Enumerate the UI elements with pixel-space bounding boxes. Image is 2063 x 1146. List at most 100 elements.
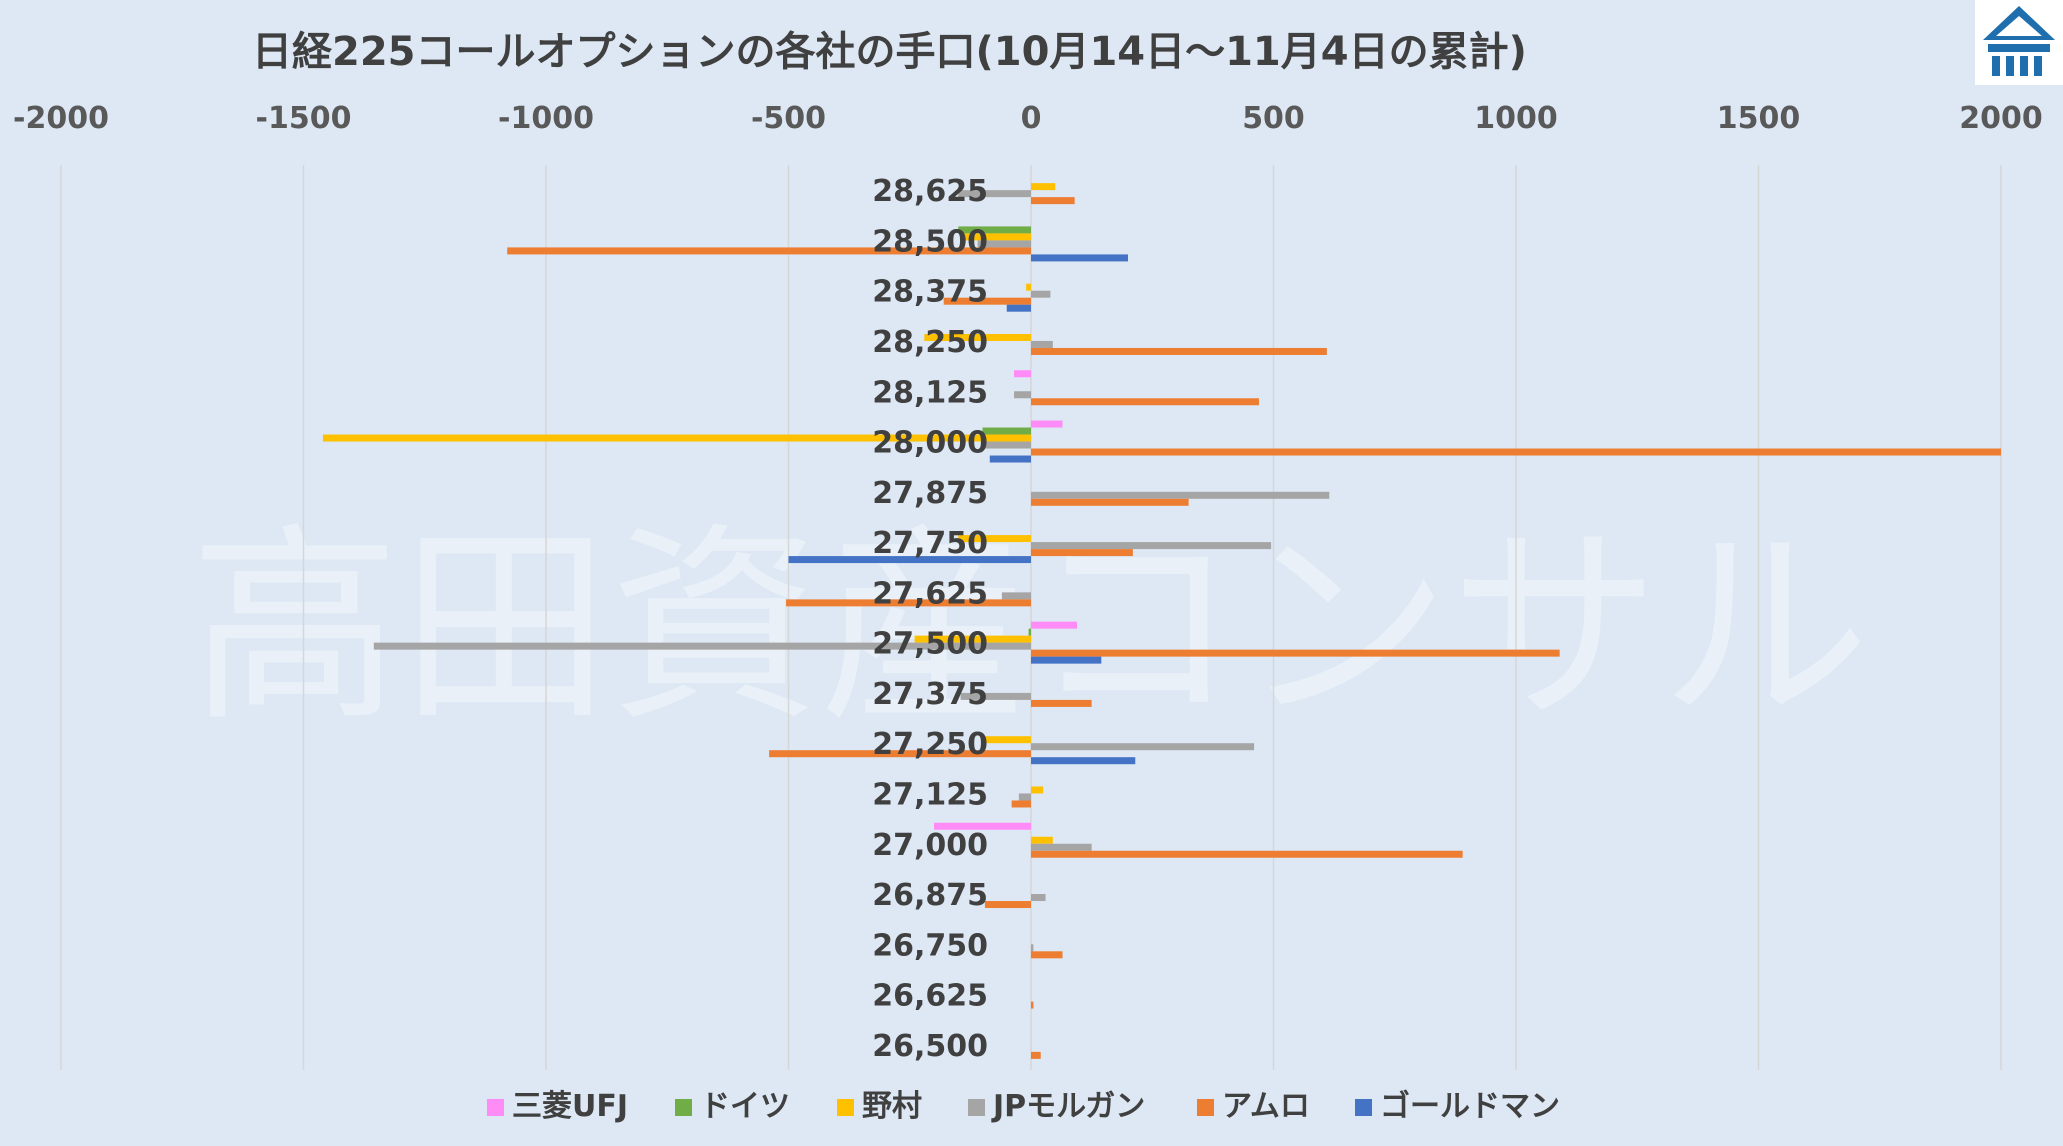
bar (982, 736, 1031, 744)
category-label: 27,500 (872, 627, 988, 662)
bar (1001, 592, 1031, 600)
x-tick-label: 1500 (1717, 101, 1801, 136)
bar (1031, 254, 1128, 262)
x-tick-label: 2000 (1959, 101, 2043, 136)
bar (1031, 549, 1133, 557)
bar (1031, 786, 1044, 794)
x-tick-label: 500 (1242, 101, 1305, 136)
bar (786, 599, 1031, 607)
category-label: 26,875 (872, 878, 988, 913)
logo-icon (1975, 0, 2063, 85)
category-label: 26,625 (872, 979, 988, 1014)
bar (960, 692, 1031, 700)
bar (1014, 370, 1031, 378)
x-axis-ticks: -2000 -1500 -1000 -500 0 500 1000 1500 2000 (13, 101, 2043, 136)
bar (788, 556, 1031, 564)
x-tick-label: -1000 (498, 101, 594, 136)
legend: 三菱UFJ ドイツ 野村 JPモルガン アムロ ゴールドマン (487, 1089, 1560, 1124)
bar (963, 233, 1031, 241)
bar (958, 535, 1031, 543)
bar (1031, 347, 1327, 355)
bar (934, 822, 1031, 830)
bar (1031, 197, 1075, 205)
bar (1031, 498, 1189, 506)
legend-swatch (675, 1099, 692, 1116)
bar (1018, 793, 1031, 801)
gridlines (60, 165, 2002, 1070)
bar (1031, 757, 1136, 765)
bar (1031, 542, 1272, 550)
legend-label: JPモルガン (991, 1089, 1145, 1124)
x-tick-label: 1000 (1474, 101, 1558, 136)
x-tick-label: -2000 (13, 101, 109, 136)
bar (943, 297, 1031, 305)
bar (373, 642, 1031, 650)
category-label: 28,125 (872, 375, 988, 410)
bar (1031, 340, 1053, 348)
legend-swatch (968, 1099, 985, 1116)
bar (1031, 951, 1063, 959)
bars (322, 183, 2001, 1059)
x-tick-label: 0 (1021, 101, 1042, 136)
legend-swatch (1355, 1099, 1372, 1116)
bar (1031, 656, 1102, 664)
bar (1031, 649, 1560, 657)
bar (1031, 1001, 1034, 1009)
bar (924, 333, 1031, 341)
bar (1031, 491, 1330, 499)
bar (1031, 448, 2001, 456)
bar (1031, 420, 1063, 428)
bar (769, 750, 1031, 758)
bar (1031, 944, 1034, 952)
bar (1031, 699, 1092, 707)
chart-title: 日経225コールオプションの各社の手口(10月14日～11月4日の累計) (252, 29, 1527, 75)
bar (1031, 398, 1259, 406)
x-tick-label: -500 (751, 101, 826, 136)
category-label: 28,500 (872, 224, 988, 259)
legend-label: ゴールドマン (1380, 1089, 1560, 1124)
category-label: 26,500 (872, 1029, 988, 1064)
bar (958, 190, 1031, 198)
watermark: 高田資産コンサル (190, 505, 1870, 750)
category-label: 27,375 (872, 677, 988, 712)
category-label: 27,125 (872, 777, 988, 812)
legend-swatch (1197, 1099, 1214, 1116)
bar (977, 240, 1031, 248)
bar (1031, 743, 1255, 751)
bar (1028, 628, 1031, 636)
category-label: 27,875 (872, 476, 988, 511)
bar (1031, 836, 1053, 844)
bar (1006, 304, 1031, 312)
bar (1026, 283, 1031, 291)
bar (507, 247, 1031, 255)
category-label: 28,250 (872, 325, 988, 360)
category-label: 28,000 (872, 426, 988, 461)
bar (1031, 850, 1463, 858)
bar (982, 441, 1031, 449)
bar (982, 427, 1031, 435)
category-label: 27,625 (872, 576, 988, 611)
legend-swatch (487, 1099, 504, 1116)
category-label: 28,375 (872, 275, 988, 310)
legend-label: アムロ (1222, 1089, 1310, 1124)
bar (1031, 290, 1051, 298)
category-label: 27,750 (872, 526, 988, 561)
category-label: 27,000 (872, 828, 988, 863)
category-label: 27,250 (872, 727, 988, 762)
bar (1031, 843, 1092, 851)
category-label: 26,750 (872, 928, 988, 963)
legend-swatch (837, 1099, 854, 1116)
bar (1031, 183, 1056, 191)
x-tick-label: -1500 (256, 101, 352, 136)
category-labels: 28,625 28,500 28,375 28,250 28,125 28,000 27,8… (872, 174, 988, 1064)
bar (1031, 894, 1046, 902)
category-label: 28,625 (872, 174, 988, 209)
bar (958, 226, 1031, 234)
bar (914, 635, 1031, 643)
bar (989, 455, 1031, 463)
legend-label: 三菱UFJ (512, 1089, 628, 1124)
bar (1031, 621, 1078, 629)
bar (1011, 800, 1031, 808)
bar (984, 901, 1031, 909)
